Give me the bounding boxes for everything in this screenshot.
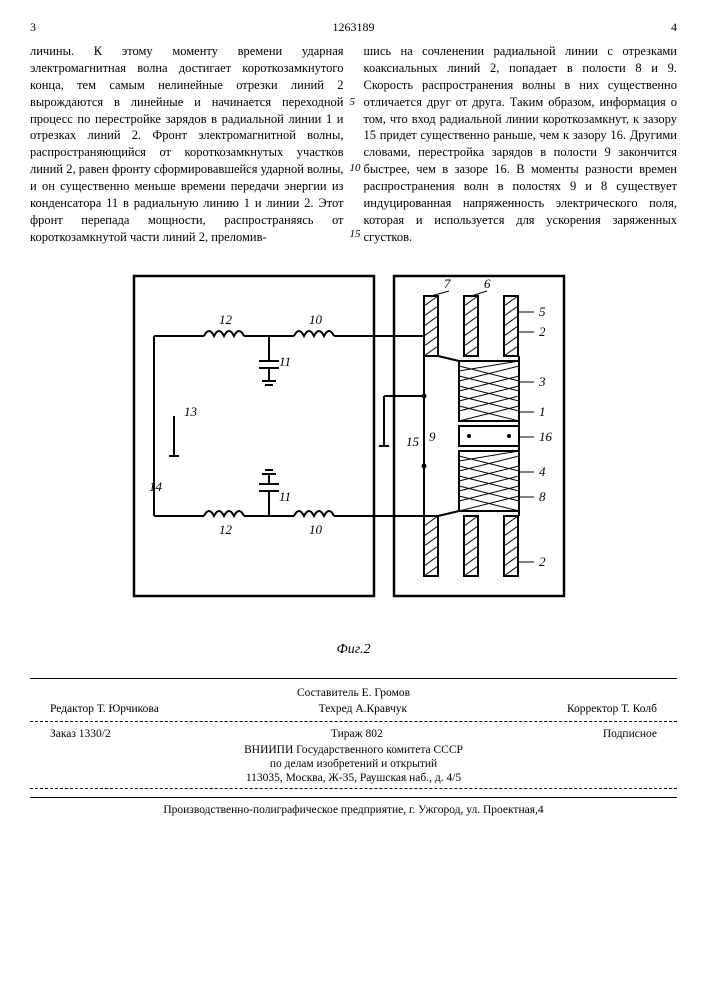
divider bbox=[30, 721, 677, 722]
credits-row-1: Редактор Т. Юрчикова Техред А.Кравчук Ко… bbox=[30, 701, 677, 717]
lbl-1: 1 bbox=[539, 404, 546, 419]
lbl-6: 6 bbox=[484, 276, 491, 291]
corrector: Корректор Т. Колб bbox=[567, 703, 657, 715]
lbl-13: 13 bbox=[184, 404, 198, 419]
body-text-right: шись на сочленении радиальной линии с от… bbox=[364, 44, 678, 244]
editor: Редактор Т. Юрчикова bbox=[50, 703, 159, 715]
body-columns: личины. К этому моменту времени ударная … bbox=[30, 43, 677, 246]
page: 3 1263189 4 личины. К этому моменту врем… bbox=[0, 0, 707, 836]
lbl-8: 8 bbox=[539, 489, 546, 504]
org1: ВНИИПИ Государственного комитета СССР bbox=[30, 744, 677, 756]
lbl-11: 11 bbox=[279, 354, 291, 369]
subscription: Подписное bbox=[603, 728, 657, 740]
lbl-12b: 12 bbox=[219, 522, 233, 537]
lbl-10: 10 bbox=[309, 312, 323, 327]
lbl-16: 16 bbox=[539, 429, 553, 444]
page-right: 4 bbox=[671, 20, 677, 35]
lbl-4: 4 bbox=[539, 464, 546, 479]
figure-caption: Фиг.2 bbox=[30, 642, 677, 658]
compiler: Составитель Е. Громов bbox=[30, 687, 677, 699]
line-marker-10: 10 bbox=[350, 161, 361, 176]
line-marker-15: 15 bbox=[350, 227, 361, 242]
address: 113035, Москва, Ж-35, Раушская наб., д. … bbox=[30, 772, 677, 784]
body-text-left: личины. К этому моменту времени ударная … bbox=[30, 44, 344, 244]
circulation: Тираж 802 bbox=[331, 728, 383, 740]
divider2 bbox=[30, 788, 677, 789]
lbl-15: 15 bbox=[406, 434, 420, 449]
techred: Техред А.Кравчук bbox=[319, 703, 408, 715]
credits-block: Составитель Е. Громов Редактор Т. Юрчико… bbox=[30, 678, 677, 816]
lbl-10b: 10 bbox=[309, 522, 323, 537]
lbl-2b: 2 bbox=[539, 554, 546, 569]
lbl-7: 7 bbox=[444, 276, 451, 291]
page-left: 3 bbox=[30, 20, 36, 35]
lbl-12: 12 bbox=[219, 312, 233, 327]
lbl-5: 5 bbox=[539, 304, 546, 319]
header-row: 3 1263189 4 bbox=[30, 20, 677, 35]
right-column: 5 10 15 шись на сочленении радиальной ли… bbox=[364, 43, 678, 246]
lbl-9: 9 bbox=[429, 429, 436, 444]
order: Заказ 1330/2 bbox=[50, 728, 111, 740]
figure-area: 12 10 11 12 10 11 13 14 15 9 7 6 5 2 3 1… bbox=[30, 266, 677, 658]
printer: Производственно-полиграфическое предприя… bbox=[30, 797, 677, 816]
figure-svg: 12 10 11 12 10 11 13 14 15 9 7 6 5 2 3 1… bbox=[124, 266, 584, 636]
lbl-11b: 11 bbox=[279, 489, 291, 504]
line-marker-5: 5 bbox=[350, 95, 356, 110]
left-column: личины. К этому моменту времени ударная … bbox=[30, 43, 344, 246]
lbl-2: 2 bbox=[539, 324, 546, 339]
credits-row-2: Заказ 1330/2 Тираж 802 Подписное bbox=[30, 726, 677, 742]
lbl-14: 14 bbox=[149, 479, 163, 494]
org2: по делам изобретений и открытий bbox=[30, 758, 677, 770]
lbl-3: 3 bbox=[538, 374, 546, 389]
doc-number: 1263189 bbox=[333, 20, 375, 35]
